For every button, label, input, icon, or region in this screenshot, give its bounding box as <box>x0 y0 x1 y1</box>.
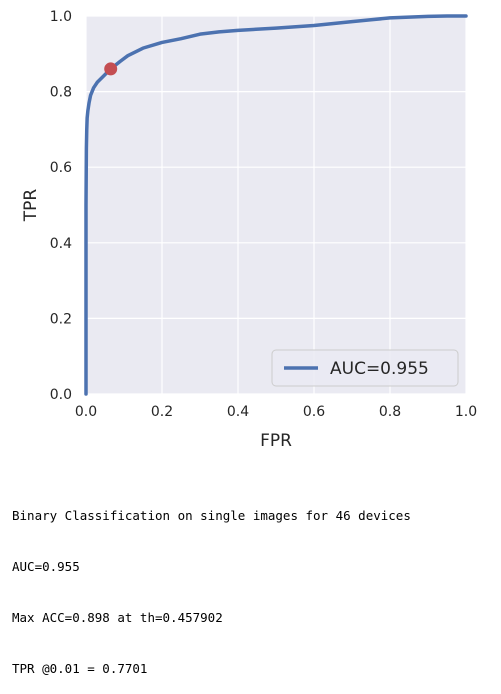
legend-entry-label: AUC=0.955 <box>330 359 429 379</box>
y-axis-label: TPR <box>21 189 41 223</box>
tick-labels: 0.0 0.2 0.4 0.6 0.8 1.0 0.0 0.2 0.4 0.6 0.8 1.0 <box>50 9 477 420</box>
x-axis-label: FPR <box>260 431 292 451</box>
y-tick-label: 0.0 <box>50 387 72 403</box>
plot-area <box>86 16 466 394</box>
x-tick-label: 0.8 <box>379 404 401 420</box>
roc-chart: 0.0 0.2 0.4 0.6 0.8 1.0 0.0 0.2 0.4 0.6 0.8 1.0 FPR… <box>21 9 477 451</box>
x-tick-label: 0.4 <box>227 404 249 420</box>
legend: AUC=0.955 <box>271 349 459 387</box>
y-tick-label: 1.0 <box>50 9 72 25</box>
x-tick-label: 0.2 <box>151 404 173 420</box>
caption-block: Binary Classification on single images f… <box>12 473 411 694</box>
roc-curve-line <box>84 14 468 396</box>
x-tick-label: 0.0 <box>75 404 97 420</box>
x-tick-label: 1.0 <box>455 404 477 420</box>
caption-line-title: Binary Classification on single images f… <box>12 508 411 523</box>
caption-line-tpr: TPR @0.01 = 0.7701 <box>12 661 148 676</box>
grid-lines <box>85 15 467 395</box>
series-layer <box>84 14 468 396</box>
legend-box <box>271 349 459 387</box>
y-tick-label: 0.8 <box>50 85 72 101</box>
marker-layer <box>104 62 118 76</box>
optimal-threshold-marker <box>104 62 118 76</box>
caption-line-auc: AUC=0.955 <box>12 559 80 574</box>
y-tick-label: 0.4 <box>50 236 72 252</box>
caption-line-max-acc: Max ACC=0.898 at th=0.457902 <box>12 610 223 625</box>
y-tick-label: 0.6 <box>50 160 72 176</box>
x-tick-label: 0.6 <box>303 404 325 420</box>
y-tick-label: 0.2 <box>50 311 72 327</box>
